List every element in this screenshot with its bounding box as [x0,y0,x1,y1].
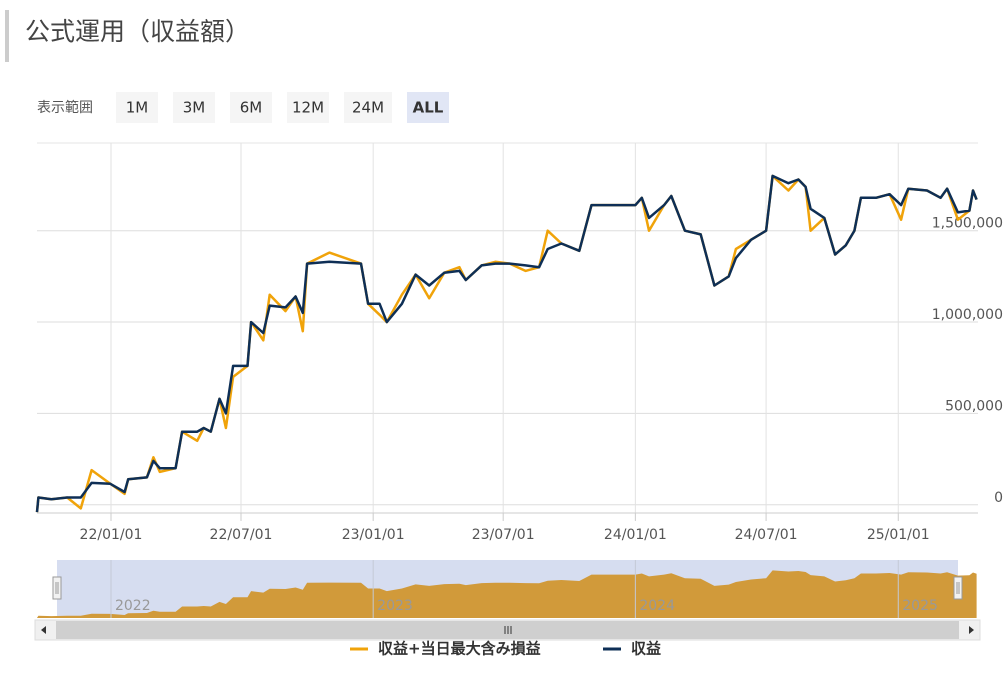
range-button[interactable] [116,92,158,123]
range-button[interactable] [344,92,392,123]
navigator-handle[interactable] [52,576,62,600]
scroll-right[interactable] [969,626,974,634]
series-line [35,174,978,513]
title-bar [5,10,9,62]
plot-area [37,143,978,513]
range-button[interactable] [173,92,215,123]
y-tick-label: 0 [994,490,1003,506]
range-button-label[interactable]: 24M [352,99,384,117]
page-title: 公式運用（収益額） [25,17,250,46]
y-tick-label: 1,500,000 [932,216,1003,232]
range-button-label[interactable]: 12M [292,99,324,117]
scroll-grip [504,626,512,634]
navigator-tick-label: 2025 [902,598,938,614]
navigator-handle-grip [956,582,960,594]
y-tick-label: 500,000 [945,398,1003,414]
range-button-label[interactable]: 6M [240,99,263,117]
x-tick-label: 24/01/01 [604,527,667,543]
x-tick-label: 24/07/01 [735,527,798,543]
navigator-handle[interactable] [953,576,963,600]
navigator-tick-label: 2024 [639,598,675,614]
range-button[interactable] [287,92,329,123]
x-tick-label: 23/01/01 [342,527,405,543]
navigator-area [37,570,977,618]
range-button-label[interactable]: 1M [126,99,149,117]
scroll-left[interactable] [41,626,46,634]
range-button[interactable] [407,92,449,123]
y-tick-label: 1,000,000 [932,307,1003,323]
range-button[interactable] [230,92,272,123]
x-tick-label: 22/01/01 [80,527,143,543]
legend-label[interactable]: 収益+当日最大含み損益 [378,640,541,658]
navigator-tick-label: 2022 [115,598,151,614]
x-tick-label: 22/07/01 [210,527,273,543]
range-label: 表示範囲 [37,99,93,116]
navigator-tick-label: 2023 [377,598,413,614]
legend-label[interactable]: 収益 [631,640,661,658]
x-tick-label: 25/01/01 [867,527,930,543]
x-tick-label: 23/07/01 [472,527,535,543]
range-button-label[interactable]: ALL [413,99,444,117]
navigator-handle-grip [55,582,59,594]
range-button-label[interactable]: 3M [183,99,206,117]
